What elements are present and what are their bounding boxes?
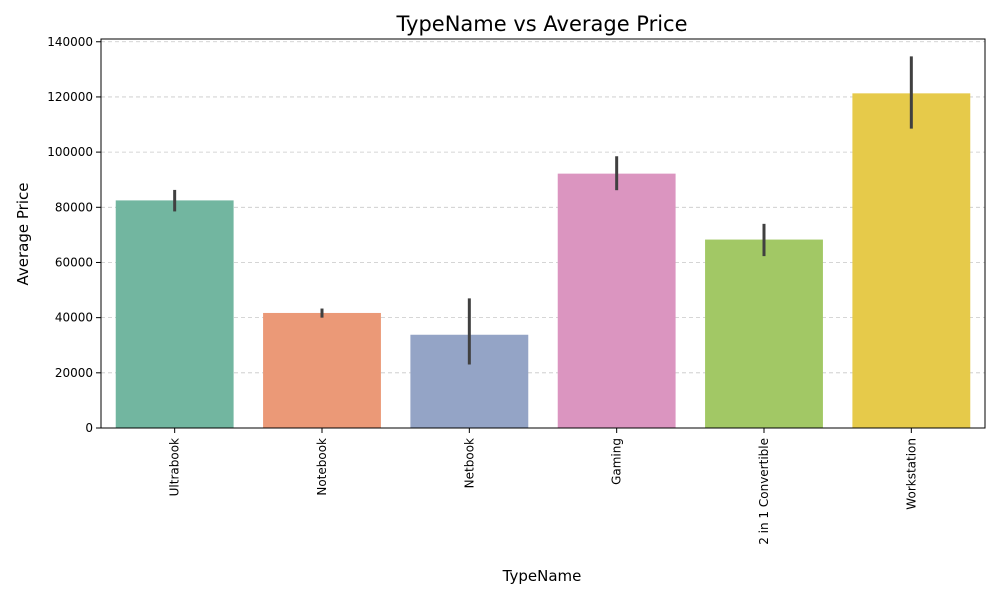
x-axis-ticks: Ultrabook Notebook Netbook Gaming 2 in 1 Con… [168,428,918,545]
y-tick-label: 60000 [55,255,93,269]
y-tick-label: 120000 [47,90,93,104]
bar [263,312,381,428]
y-tick-label: 80000 [55,200,93,214]
bars [115,93,971,429]
y-axis-title: Average Price [14,183,32,286]
y-tick-label: 100000 [47,145,93,159]
x-axis-title: TypeName [502,567,582,585]
bar [852,93,971,429]
chart-title: TypeName vs Average Price [395,12,687,36]
x-tick-label: 2 in 1 Convertible [757,438,771,545]
y-tick-label: 140000 [47,35,93,49]
y-tick-label: 20000 [55,366,93,380]
x-tick-label: Netbook [462,438,476,488]
bar [705,239,823,428]
plot-frame [100,38,986,429]
y-tick-label: 0 [85,421,93,435]
x-tick-label: Workstation [904,438,918,510]
y-axis-ticks: 0 20000 40000 60000 80000 100000 120000 140000 [47,35,101,435]
bar [115,200,234,428]
y-tick-label: 40000 [55,311,93,325]
grid [101,41,985,429]
x-tick-label: Gaming [610,438,624,485]
x-tick-label: Notebook [315,438,329,496]
x-tick-label: Ultrabook [168,438,182,496]
bar [557,173,676,428]
error-bars [173,56,913,365]
